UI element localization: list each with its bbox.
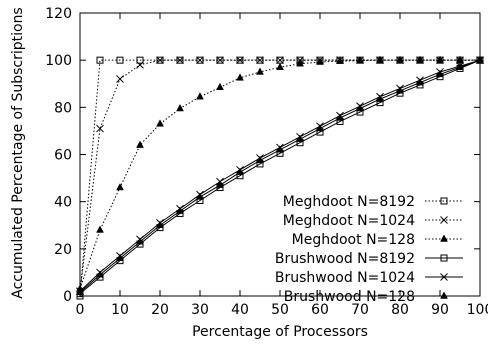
data-point (276, 56, 284, 65)
data-point (116, 56, 124, 64)
data-point (156, 56, 164, 65)
data-point (136, 237, 144, 245)
x-tick-label: 70 (351, 302, 369, 318)
data-point (96, 270, 104, 278)
data-point (476, 55, 484, 63)
x-axis-title: Percentage of Processors (192, 324, 368, 340)
data-point (156, 119, 164, 127)
y-axis-title: Accumulated Percentage of Subscriptions (10, 7, 26, 298)
legend-swatch-marker (440, 216, 448, 224)
y-tick-label: 60 (54, 148, 72, 164)
data-point (356, 103, 364, 112)
data-point (156, 56, 164, 64)
data-point (216, 56, 224, 65)
data-point (216, 180, 224, 188)
legend-label: Meghdoot N=8192 (283, 194, 415, 210)
data-point (116, 253, 124, 262)
data-point (256, 155, 264, 164)
data-point (256, 56, 264, 65)
legend-label: Brushwood N=1024 (275, 270, 415, 286)
y-tick-label: 80 (54, 100, 72, 116)
data-point (96, 56, 104, 64)
data-point (196, 56, 204, 65)
data-point (336, 56, 344, 64)
data-point (316, 57, 324, 65)
data-point (236, 167, 244, 175)
data-point (116, 75, 124, 83)
data-point (76, 287, 84, 296)
data-point (276, 62, 284, 70)
y-tick-label: 0 (63, 289, 72, 305)
data-point (156, 220, 164, 228)
x-tick-label: 100 (467, 302, 488, 318)
x-tick-label: 10 (111, 302, 129, 318)
data-point (236, 56, 244, 64)
data-point (216, 82, 224, 91)
data-point (296, 59, 304, 67)
series-3 (76, 55, 484, 292)
legend-label: Brushwood N=8192 (275, 251, 415, 267)
data-point (296, 134, 304, 142)
data-point (396, 55, 404, 63)
x-tick-label: 60 (311, 302, 329, 318)
x-tick-label: 30 (191, 302, 209, 318)
data-point (336, 113, 344, 121)
data-point (196, 192, 204, 200)
data-point (456, 55, 464, 63)
data-point (136, 56, 144, 64)
x-tick-label: 20 (151, 302, 169, 318)
data-point (456, 62, 464, 70)
data-point (176, 56, 184, 65)
data-point (376, 94, 384, 102)
axes: 0 10 20 30 40 50 60 70 80 90 100 0 20 40 60 80 100 120 (45, 6, 488, 318)
data-point (276, 145, 284, 153)
data-point (416, 55, 424, 63)
series-group (76, 55, 484, 300)
legend-swatch-marker (440, 234, 448, 242)
data-point (376, 55, 384, 63)
data-point (356, 56, 364, 64)
data-point (416, 78, 424, 86)
data-point (96, 124, 104, 133)
x-tick-label: 0 (76, 302, 85, 318)
data-point (176, 206, 184, 214)
legend-swatch-marker (440, 291, 448, 299)
data-point (136, 61, 144, 69)
data-point (116, 182, 124, 191)
y-tick-label: 120 (45, 6, 72, 22)
x-tick-label: 40 (231, 302, 249, 318)
data-point (436, 69, 444, 78)
legend-label: Meghdoot N=1024 (283, 213, 415, 229)
data-point (196, 92, 204, 100)
legend-label: Meghdoot N=128 (292, 232, 415, 248)
data-point (96, 225, 104, 233)
y-tick-label: 100 (45, 53, 72, 69)
legend-swatch-marker (440, 254, 448, 262)
data-point (136, 140, 144, 148)
legend-swatch-marker (440, 197, 448, 205)
legend-label: Brushwood N=128 (284, 289, 415, 305)
x-tick-label: 90 (431, 302, 449, 318)
data-point (236, 73, 244, 81)
data-point (396, 86, 404, 94)
x-tick-label: 80 (391, 302, 409, 318)
data-point (436, 55, 444, 63)
data-point (236, 56, 244, 65)
series-6 (76, 55, 484, 296)
y-tick-label: 20 (54, 242, 72, 258)
data-point (176, 103, 184, 112)
y-tick-label: 40 (54, 195, 72, 211)
legend: Meghdoot N=8192 Meghdoot N=1024 Meghdoot N… (275, 194, 463, 305)
series-line (79, 59, 481, 295)
legend-swatch-marker (440, 273, 448, 281)
x-tick-label: 50 (271, 302, 289, 318)
data-point (256, 67, 264, 75)
data-point (316, 124, 324, 132)
data-point (176, 56, 184, 64)
